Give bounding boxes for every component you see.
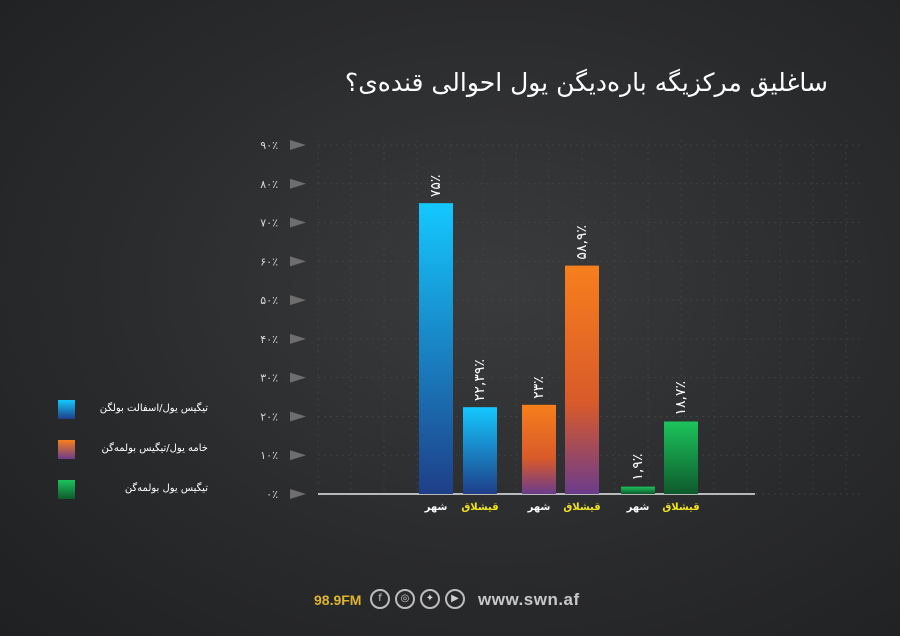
y-tick-label: ۴۰٪	[260, 333, 278, 346]
bar-2-2	[565, 265, 599, 494]
y-tick-label: ۷۰٪	[260, 217, 278, 230]
y-tick-marker	[290, 295, 306, 306]
y-tick-label: ۵۰٪	[260, 294, 278, 307]
twitter-icon[interactable]: ✦	[420, 589, 440, 609]
category-label: قیشلاق	[563, 502, 600, 513]
category-label: قیشلاق	[461, 502, 498, 513]
bar-value-label: ۵۸,۹٪	[574, 225, 590, 260]
legend-swatch-2	[58, 440, 75, 459]
legend-item-1: تیگیس یول/اسفالت بولگن	[58, 400, 218, 420]
legend-swatch-3	[58, 480, 75, 499]
y-tick-label: ۸۰٪	[260, 178, 278, 191]
legend-item-3: تیگیس یول بولمه‌گن	[58, 480, 218, 500]
legend-swatch-1	[58, 400, 75, 419]
category-label: قیشلاق	[662, 502, 699, 513]
bar-1-2	[463, 407, 497, 494]
y-tick-label: ۳۰٪	[260, 372, 278, 385]
y-tick-label: ۰٪	[266, 488, 278, 501]
category-label: شهر	[424, 502, 448, 513]
y-tick-marker	[290, 178, 306, 189]
instagram-icon[interactable]: ◎	[395, 589, 415, 609]
y-tick-marker	[290, 217, 306, 228]
y-tick-label: ۲۰٪	[260, 410, 278, 423]
footer: 98.9FM f ◎ ✦ ▶ www.swn.af	[314, 586, 614, 614]
y-tick-marker	[290, 256, 306, 267]
bar-value-label: ۷۵٪	[428, 175, 444, 198]
youtube-icon[interactable]: ▶	[445, 589, 465, 609]
y-tick-marker	[290, 140, 306, 150]
y-tick-marker	[290, 489, 306, 499]
radio-frequency: 98.9FM	[314, 592, 362, 608]
category-label: شهر	[527, 502, 551, 513]
y-tick-marker	[290, 372, 306, 383]
bar-value-label: ۲۲,۳۹٪	[472, 359, 488, 401]
y-tick-marker	[290, 450, 306, 461]
bar-value-label: ۱,۹٪	[630, 454, 646, 481]
y-tick-label: ۹۰٪	[260, 139, 278, 152]
legend-label-2: خامه یول/تیگیس بولمه‌گن	[101, 443, 209, 454]
y-tick-marker	[290, 411, 306, 422]
website-link[interactable]: www.swn.af	[478, 590, 580, 609]
bar-value-label: ۱۸,۷٪	[673, 381, 689, 416]
legend-label-1: تیگیس یول/اسفالت بولگن	[99, 403, 208, 414]
bar-3-2	[664, 421, 698, 494]
facebook-icon[interactable]: f	[370, 589, 390, 609]
category-label: شهر	[626, 502, 650, 513]
legend-item-2: خامه یول/تیگیس بولمه‌گن	[58, 440, 218, 460]
bar-3-1	[621, 486, 655, 494]
legend-label-3: تیگیس یول بولمه‌گن	[124, 483, 208, 494]
chart-title: ساغلیق مرکزیگه باره‌دیگن یول احوالی قنده…	[344, 68, 828, 97]
bar-2-1	[522, 404, 556, 494]
y-tick-marker	[290, 333, 306, 344]
bar-1-1	[419, 203, 453, 494]
y-tick-label: ۶۰٪	[260, 255, 278, 268]
bars: ۷۵٪ شهر ۲۲,۳۹٪ قیشلاق ۲۳٪ شهر ۵۸,۹٪ قیشلاق ۱,۹٪ ش…	[419, 175, 700, 513]
bar-value-label: ۲۳٪	[531, 376, 547, 399]
y-tick-label: ۱۰٪	[260, 449, 278, 462]
